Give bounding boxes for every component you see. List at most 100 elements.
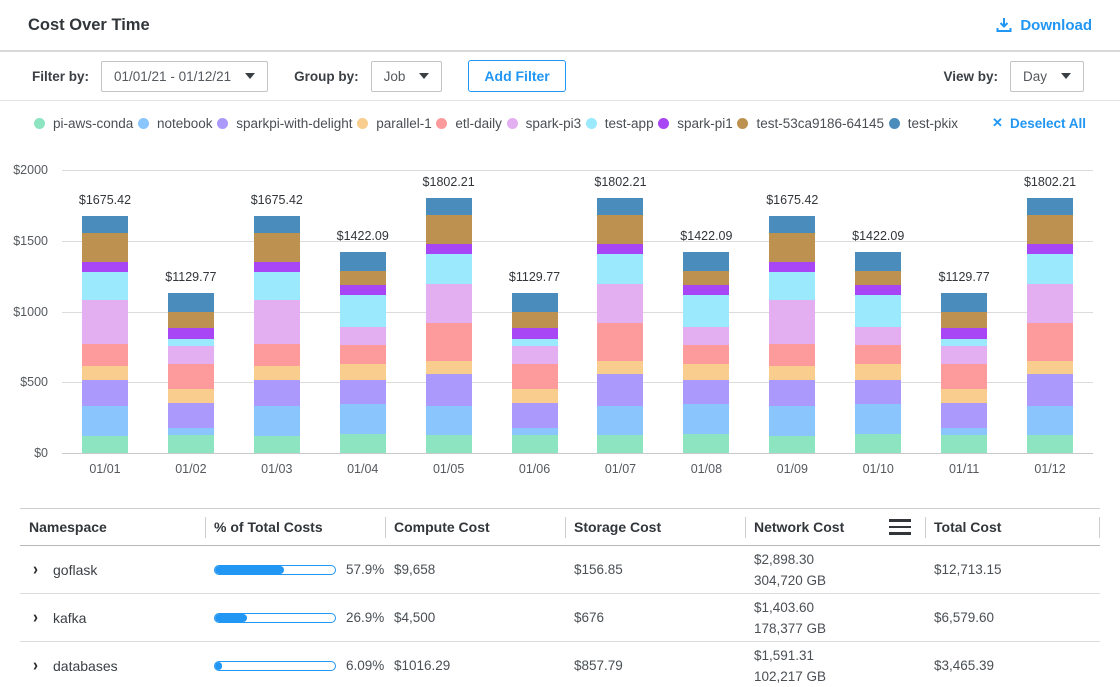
add-filter-button[interactable]: Add Filter	[468, 60, 566, 92]
bar-segment-test-pkix[interactable]	[769, 215, 816, 233]
bar-segment-test-pkix[interactable]	[597, 198, 644, 216]
bar-segment-notebook[interactable]	[339, 404, 386, 435]
bar-segment-test-app[interactable]	[511, 338, 558, 346]
bar-segment-spark-pi1[interactable]	[167, 327, 214, 339]
bar-segment-test-53ca9186-64145[interactable]	[339, 270, 386, 285]
bar-segment-pi-aws-conda[interactable]	[1027, 434, 1074, 453]
bar-segment-spark-pi1[interactable]	[855, 284, 902, 296]
bar-segment-test-pkix[interactable]	[511, 293, 558, 312]
bar-segment-test-53ca9186-64145[interactable]	[425, 215, 472, 244]
bar-segment-parallel-1[interactable]	[769, 366, 816, 381]
bar-segment-test-app[interactable]	[597, 253, 644, 285]
bar-segment-etl-daily[interactable]	[683, 345, 730, 365]
bar-segment-notebook[interactable]	[253, 406, 300, 436]
bar-segment-notebook[interactable]	[511, 427, 558, 436]
bar-segment-spark-pi3[interactable]	[941, 345, 988, 364]
legend-item-pi-aws-conda[interactable]: pi-aws-conda	[34, 116, 133, 131]
bar-segment-spark-pi1[interactable]	[683, 284, 730, 296]
bar-segment-spark-pi1[interactable]	[597, 243, 644, 254]
bar-segment-test-pkix[interactable]	[253, 215, 300, 233]
bar-segment-sparkpi-with-delight[interactable]	[1027, 374, 1074, 407]
table-row-kafka[interactable]: › kafka 26.9% $4,500 $676 $1,403.60 178,377 GB…	[20, 594, 1100, 642]
bar-segment-notebook[interactable]	[81, 406, 128, 436]
bar-segment-test-app[interactable]	[683, 295, 730, 327]
bar-segment-parallel-1[interactable]	[941, 388, 988, 403]
bar-segment-test-53ca9186-64145[interactable]	[941, 311, 988, 328]
bar-segment-test-app[interactable]	[941, 338, 988, 346]
bar-segment-etl-daily[interactable]	[941, 363, 988, 389]
bar-segment-notebook[interactable]	[769, 406, 816, 436]
table-row-goflask[interactable]: › goflask 57.9% $9,658 $156.85 $2,898.30 304,7…	[20, 546, 1100, 594]
legend-item-spark-pi3[interactable]: spark-pi3	[506, 116, 581, 131]
bar-segment-sparkpi-with-delight[interactable]	[511, 402, 558, 428]
bar-segment-pi-aws-conda[interactable]	[167, 435, 214, 453]
bar-segment-spark-pi3[interactable]	[1027, 284, 1074, 323]
deselect-all-button[interactable]: ✕ Deselect All	[992, 115, 1086, 131]
bar-segment-pi-aws-conda[interactable]	[597, 434, 644, 453]
bar-segment-notebook[interactable]	[941, 427, 988, 436]
bar-segment-sparkpi-with-delight[interactable]	[855, 380, 902, 405]
bar-segment-sparkpi-with-delight[interactable]	[941, 402, 988, 428]
bar-segment-pi-aws-conda[interactable]	[855, 434, 902, 453]
bar-segment-sparkpi-with-delight[interactable]	[339, 380, 386, 405]
bar-segment-test-53ca9186-64145[interactable]	[683, 270, 730, 285]
bar-segment-test-53ca9186-64145[interactable]	[597, 215, 644, 244]
bar-segment-pi-aws-conda[interactable]	[941, 435, 988, 453]
bar-segment-sparkpi-with-delight[interactable]	[683, 380, 730, 405]
bar-segment-parallel-1[interactable]	[511, 388, 558, 403]
legend-item-test-53ca9186-64145[interactable]: test-53ca9186-64145	[737, 116, 884, 131]
bar-segment-pi-aws-conda[interactable]	[769, 435, 816, 453]
column-header-storage-cost[interactable]: Storage Cost	[565, 509, 745, 545]
bar-segment-test-app[interactable]	[769, 272, 816, 301]
bar-segment-spark-pi1[interactable]	[253, 261, 300, 273]
view-by-select[interactable]: Day	[1009, 60, 1084, 92]
bar-segment-spark-pi1[interactable]	[81, 261, 128, 273]
bar-segment-sparkpi-with-delight[interactable]	[597, 374, 644, 407]
bar-segment-spark-pi1[interactable]	[339, 284, 386, 296]
bar-segment-etl-daily[interactable]	[425, 322, 472, 362]
bar-segment-pi-aws-conda[interactable]	[425, 434, 472, 453]
column-header-namespace[interactable]: Namespace	[20, 509, 205, 545]
bar-segment-spark-pi3[interactable]	[81, 300, 128, 344]
bar-segment-test-53ca9186-64145[interactable]	[511, 311, 558, 328]
bar-segment-test-pkix[interactable]	[1027, 198, 1074, 216]
bar-segment-sparkpi-with-delight[interactable]	[425, 374, 472, 407]
bar-segment-etl-daily[interactable]	[597, 322, 644, 362]
expand-chevron-icon[interactable]: ›	[33, 607, 38, 628]
bar-segment-parallel-1[interactable]	[683, 364, 730, 381]
bar-segment-test-app[interactable]	[81, 272, 128, 301]
bar-segment-test-53ca9186-64145[interactable]	[769, 232, 816, 262]
bar-segment-pi-aws-conda[interactable]	[253, 435, 300, 453]
bar-segment-spark-pi3[interactable]	[683, 326, 730, 346]
legend-item-test-pkix[interactable]: test-pkix	[888, 116, 958, 131]
bar-segment-test-app[interactable]	[425, 253, 472, 285]
bar-segment-parallel-1[interactable]	[1027, 361, 1074, 375]
bar-segment-parallel-1[interactable]	[597, 361, 644, 375]
bar-segment-spark-pi3[interactable]	[769, 300, 816, 344]
bar-segment-spark-pi3[interactable]	[253, 300, 300, 344]
expand-chevron-icon[interactable]: ›	[33, 655, 38, 676]
bar-segment-spark-pi3[interactable]	[597, 284, 644, 323]
group-by-select[interactable]: Job	[370, 60, 443, 92]
bar-segment-test-53ca9186-64145[interactable]	[1027, 215, 1074, 244]
bar-segment-parallel-1[interactable]	[855, 364, 902, 381]
bar-segment-spark-pi3[interactable]	[855, 326, 902, 346]
bar-segment-spark-pi3[interactable]	[339, 326, 386, 346]
bar-segment-spark-pi3[interactable]	[167, 345, 214, 364]
column-header-network-cost[interactable]: Network Cost	[745, 509, 925, 545]
bar-segment-test-pkix[interactable]	[683, 251, 730, 271]
bar-segment-parallel-1[interactable]	[167, 388, 214, 403]
legend-item-spark-pi1[interactable]: spark-pi1	[658, 116, 733, 131]
bar-segment-test-pkix[interactable]	[425, 198, 472, 216]
column-header-compute-cost[interactable]: Compute Cost	[385, 509, 565, 545]
bar-segment-etl-daily[interactable]	[1027, 322, 1074, 362]
bar-segment-test-pkix[interactable]	[81, 215, 128, 233]
date-range-select[interactable]: 01/01/21 - 01/12/21	[101, 60, 269, 92]
bar-segment-test-53ca9186-64145[interactable]	[855, 270, 902, 285]
column-menu-icon[interactable]	[889, 519, 911, 535]
bar-segment-test-pkix[interactable]	[941, 293, 988, 312]
bar-segment-notebook[interactable]	[1027, 406, 1074, 435]
bar-segment-etl-daily[interactable]	[339, 345, 386, 365]
bar-segment-test-app[interactable]	[167, 338, 214, 346]
bar-segment-test-app[interactable]	[855, 295, 902, 327]
